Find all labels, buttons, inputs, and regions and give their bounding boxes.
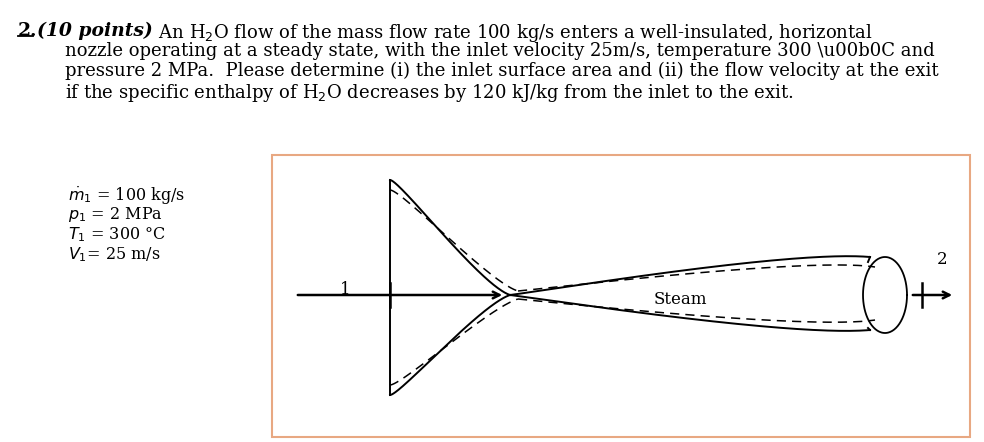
Text: 2: 2 <box>937 251 948 268</box>
Text: $\dot{m}_1$ = 100 kg/s: $\dot{m}_1$ = 100 kg/s <box>68 185 185 207</box>
Bar <box>272 155 970 437</box>
Text: Steam: Steam <box>653 292 707 309</box>
Text: 2.: 2. <box>18 22 37 40</box>
Text: nozzle operating at a steady state, with the inlet velocity 25m/s, temperature 3: nozzle operating at a steady state, with… <box>65 42 935 60</box>
Text: 1: 1 <box>339 282 350 298</box>
Text: An H$_2$O flow of the mass flow rate 100 kg/s enters a well-insulated, horizonta: An H$_2$O flow of the mass flow rate 100… <box>153 22 873 44</box>
Text: pressure 2 MPa.  Please determine (i) the inlet surface area and (ii) the flow v: pressure 2 MPa. Please determine (i) the… <box>65 62 939 80</box>
Text: $T_1$ = 300 °C: $T_1$ = 300 °C <box>68 225 166 244</box>
Text: $V_1$= 25 m/s: $V_1$= 25 m/s <box>68 245 160 264</box>
Text: if the specific enthalpy of H$_2$O decreases by 120 kJ/kg from the inlet to the : if the specific enthalpy of H$_2$O decre… <box>65 82 793 104</box>
Text: (10 points): (10 points) <box>37 22 153 40</box>
Text: $p_1$ = 2 MPa: $p_1$ = 2 MPa <box>68 205 162 224</box>
